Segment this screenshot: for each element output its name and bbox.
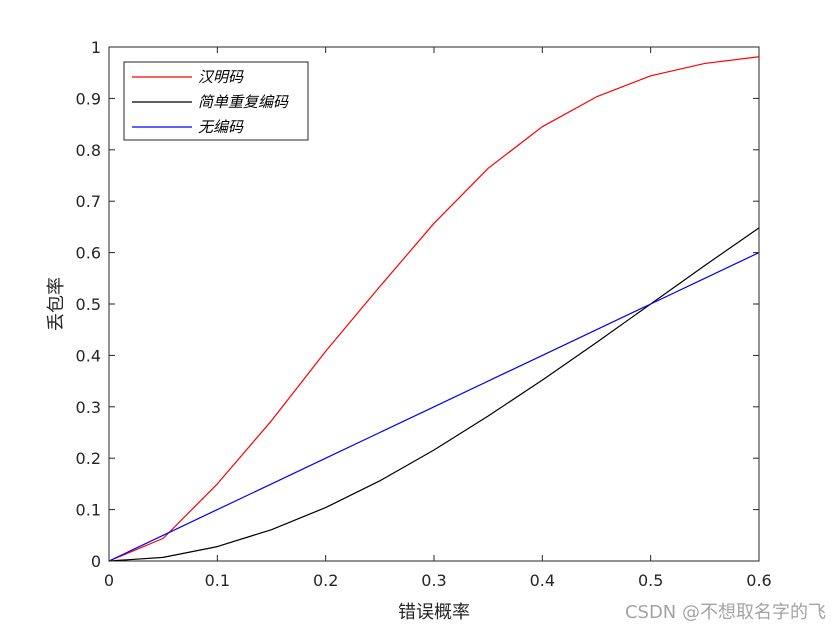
y-axis-label: 丢包率 [46,277,67,331]
y-tick-label: 0.8 [76,141,101,160]
series-layer [108,56,760,562]
x-tick-label: 0.6 [746,571,771,590]
y-tick-label: 0.2 [76,449,101,468]
legend-label-1: 简单重复编码 [198,93,289,111]
x-tick-label: 0 [104,571,114,590]
y-tick-label: 0.7 [76,192,101,211]
series-line-0 [108,56,760,562]
y-tick-label: 0.5 [76,295,101,314]
y-tick-label: 1 [91,38,101,57]
x-tick-label: 0.3 [421,571,446,590]
x-tick-label: 0.4 [530,571,555,590]
y-tick-label: 0.1 [76,501,101,520]
x-axis-label: 错误概率 [398,602,470,623]
x-tick-label: 0.2 [313,571,338,590]
y-tick-label: 0.4 [76,346,101,365]
legend-label-0: 汉明码 [198,68,244,86]
y-tick-label: 0.6 [76,244,101,263]
legend-label-2: 无编码 [198,118,244,136]
x-tick-label: 0.5 [638,571,663,590]
y-tick-label: 0 [91,552,101,571]
x-tick-label: 0.1 [205,571,230,590]
y-tick-label: 0.9 [76,89,101,108]
ticks-layer: 0 0.1 0.2 0.3 0.4 0.5 0.6 0 0.1 0.2 0.3 0.4 0.5 0.6 0.… [76,38,772,590]
watermark: CSDN @不想取名字的飞 [624,602,826,623]
series-line-2 [108,252,760,562]
y-tick-label: 0.3 [76,398,101,417]
